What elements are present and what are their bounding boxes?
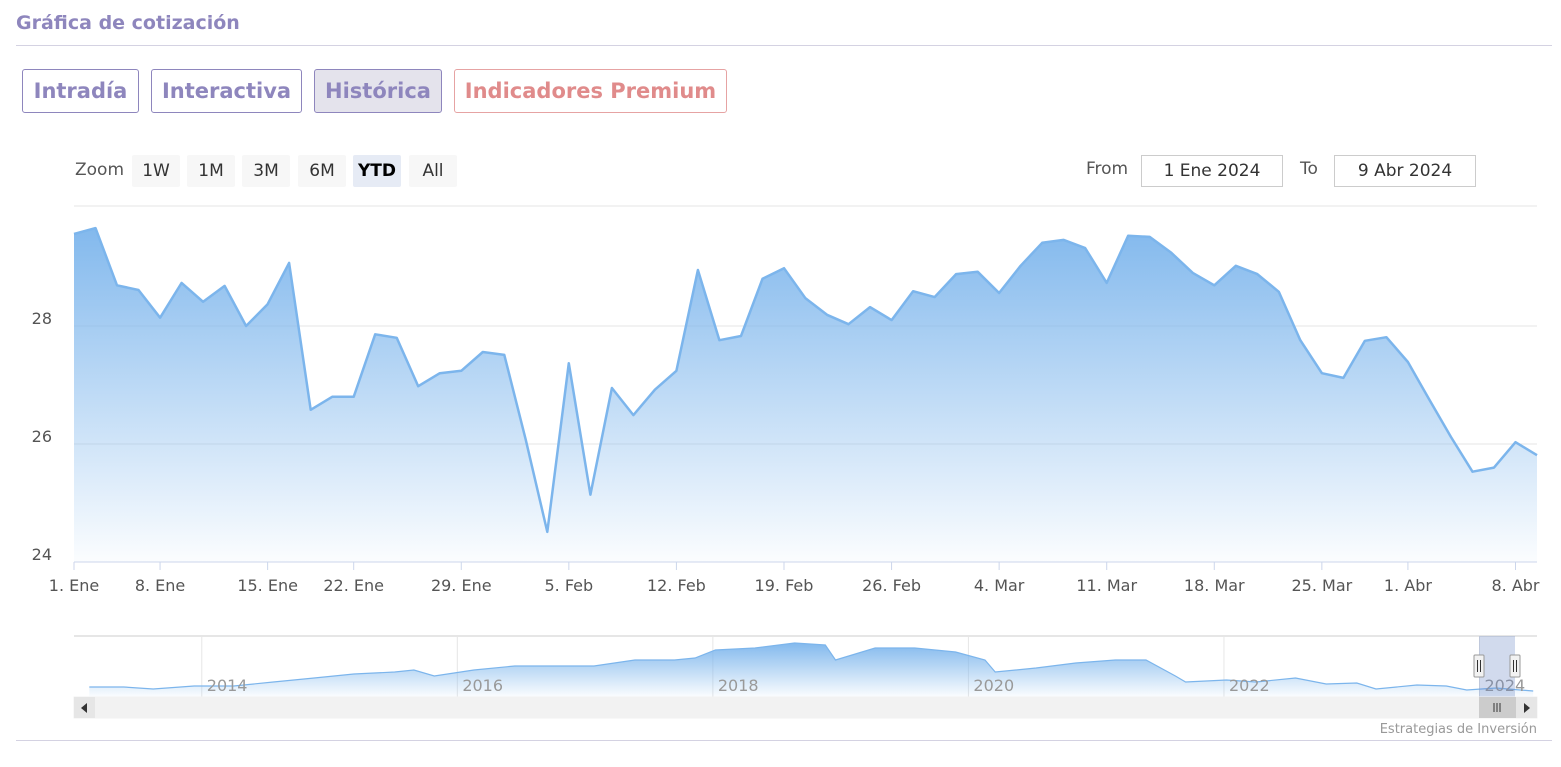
from-input[interactable]: 1 Ene 2024: [1141, 155, 1283, 187]
zoom-button[interactable]: 3M: [242, 155, 290, 187]
x-tick-label: 19. Feb: [755, 576, 814, 595]
zoom-button[interactable]: 6M: [298, 155, 346, 187]
navigator-handle[interactable]: [1509, 654, 1521, 678]
y-tick-label: 26: [32, 427, 52, 446]
navigator-tick-label: 2014: [207, 676, 248, 695]
x-tick-label: 11. Mar: [1076, 576, 1137, 595]
zoom-button[interactable]: 1W: [132, 155, 180, 187]
navigator-tick-label: 2016: [462, 676, 503, 695]
zoom-button[interactable]: YTD: [353, 155, 401, 187]
tab-button[interactable]: Interactiva: [151, 69, 302, 113]
x-tick-label: 22. Ene: [323, 576, 384, 595]
price-line: [73, 226, 1538, 534]
x-tick-label: 1. Abr: [1384, 576, 1432, 595]
navigator-tick-label: 2018: [718, 676, 759, 695]
zoom-button[interactable]: All: [409, 155, 457, 187]
navigator-line: [89, 642, 1534, 692]
x-tick-label: 4. Mar: [974, 576, 1025, 595]
x-tick-label: 25. Mar: [1291, 576, 1352, 595]
divider: [16, 740, 1552, 741]
to-input[interactable]: 9 Abr 2024: [1334, 155, 1476, 187]
x-tick-label: 15. Ene: [237, 576, 298, 595]
arrow: [81, 703, 87, 713]
divider: [16, 45, 1552, 46]
section-title: Gráfica de cotización: [16, 12, 240, 34]
tab-button[interactable]: Histórica: [314, 69, 442, 113]
navigator-handle[interactable]: [1473, 654, 1485, 678]
zoom-label: Zoom: [75, 160, 125, 180]
x-tick-label: 12. Feb: [647, 576, 706, 595]
x-tick-label: 1. Ene: [49, 576, 99, 595]
scrollbar-track: [73, 696, 1538, 719]
x-tick-label: 5. Feb: [544, 576, 593, 595]
y-tick-label: 24: [32, 545, 52, 564]
navigator-selection: [1479, 636, 1515, 697]
from-label: From: [1086, 159, 1129, 179]
navigator-tick-label: 2022: [1229, 676, 1270, 695]
y-tick-label: 28: [32, 309, 52, 328]
x-tick-label: 8. Ene: [135, 576, 185, 595]
navigator-area: [89, 643, 1534, 697]
x-tick-label: 29. Ene: [431, 576, 492, 595]
x-tick-label: 18. Mar: [1184, 576, 1245, 595]
area-fill: [74, 228, 1537, 562]
tab-button[interactable]: Intradía: [22, 69, 139, 113]
navigator-tick-label: 2020: [973, 676, 1014, 695]
x-tick-label: 8. Abr: [1491, 576, 1539, 595]
navigator-tick-label: 2024: [1485, 676, 1526, 695]
tab-button[interactable]: Indicadores Premium: [454, 69, 727, 113]
x-tick-label: 26. Feb: [862, 576, 921, 595]
zoom-button[interactable]: 1M: [187, 155, 235, 187]
to-label: To: [1300, 159, 1318, 179]
arrow: [1524, 703, 1530, 713]
credits: Estrategias de Inversión: [1380, 722, 1537, 737]
